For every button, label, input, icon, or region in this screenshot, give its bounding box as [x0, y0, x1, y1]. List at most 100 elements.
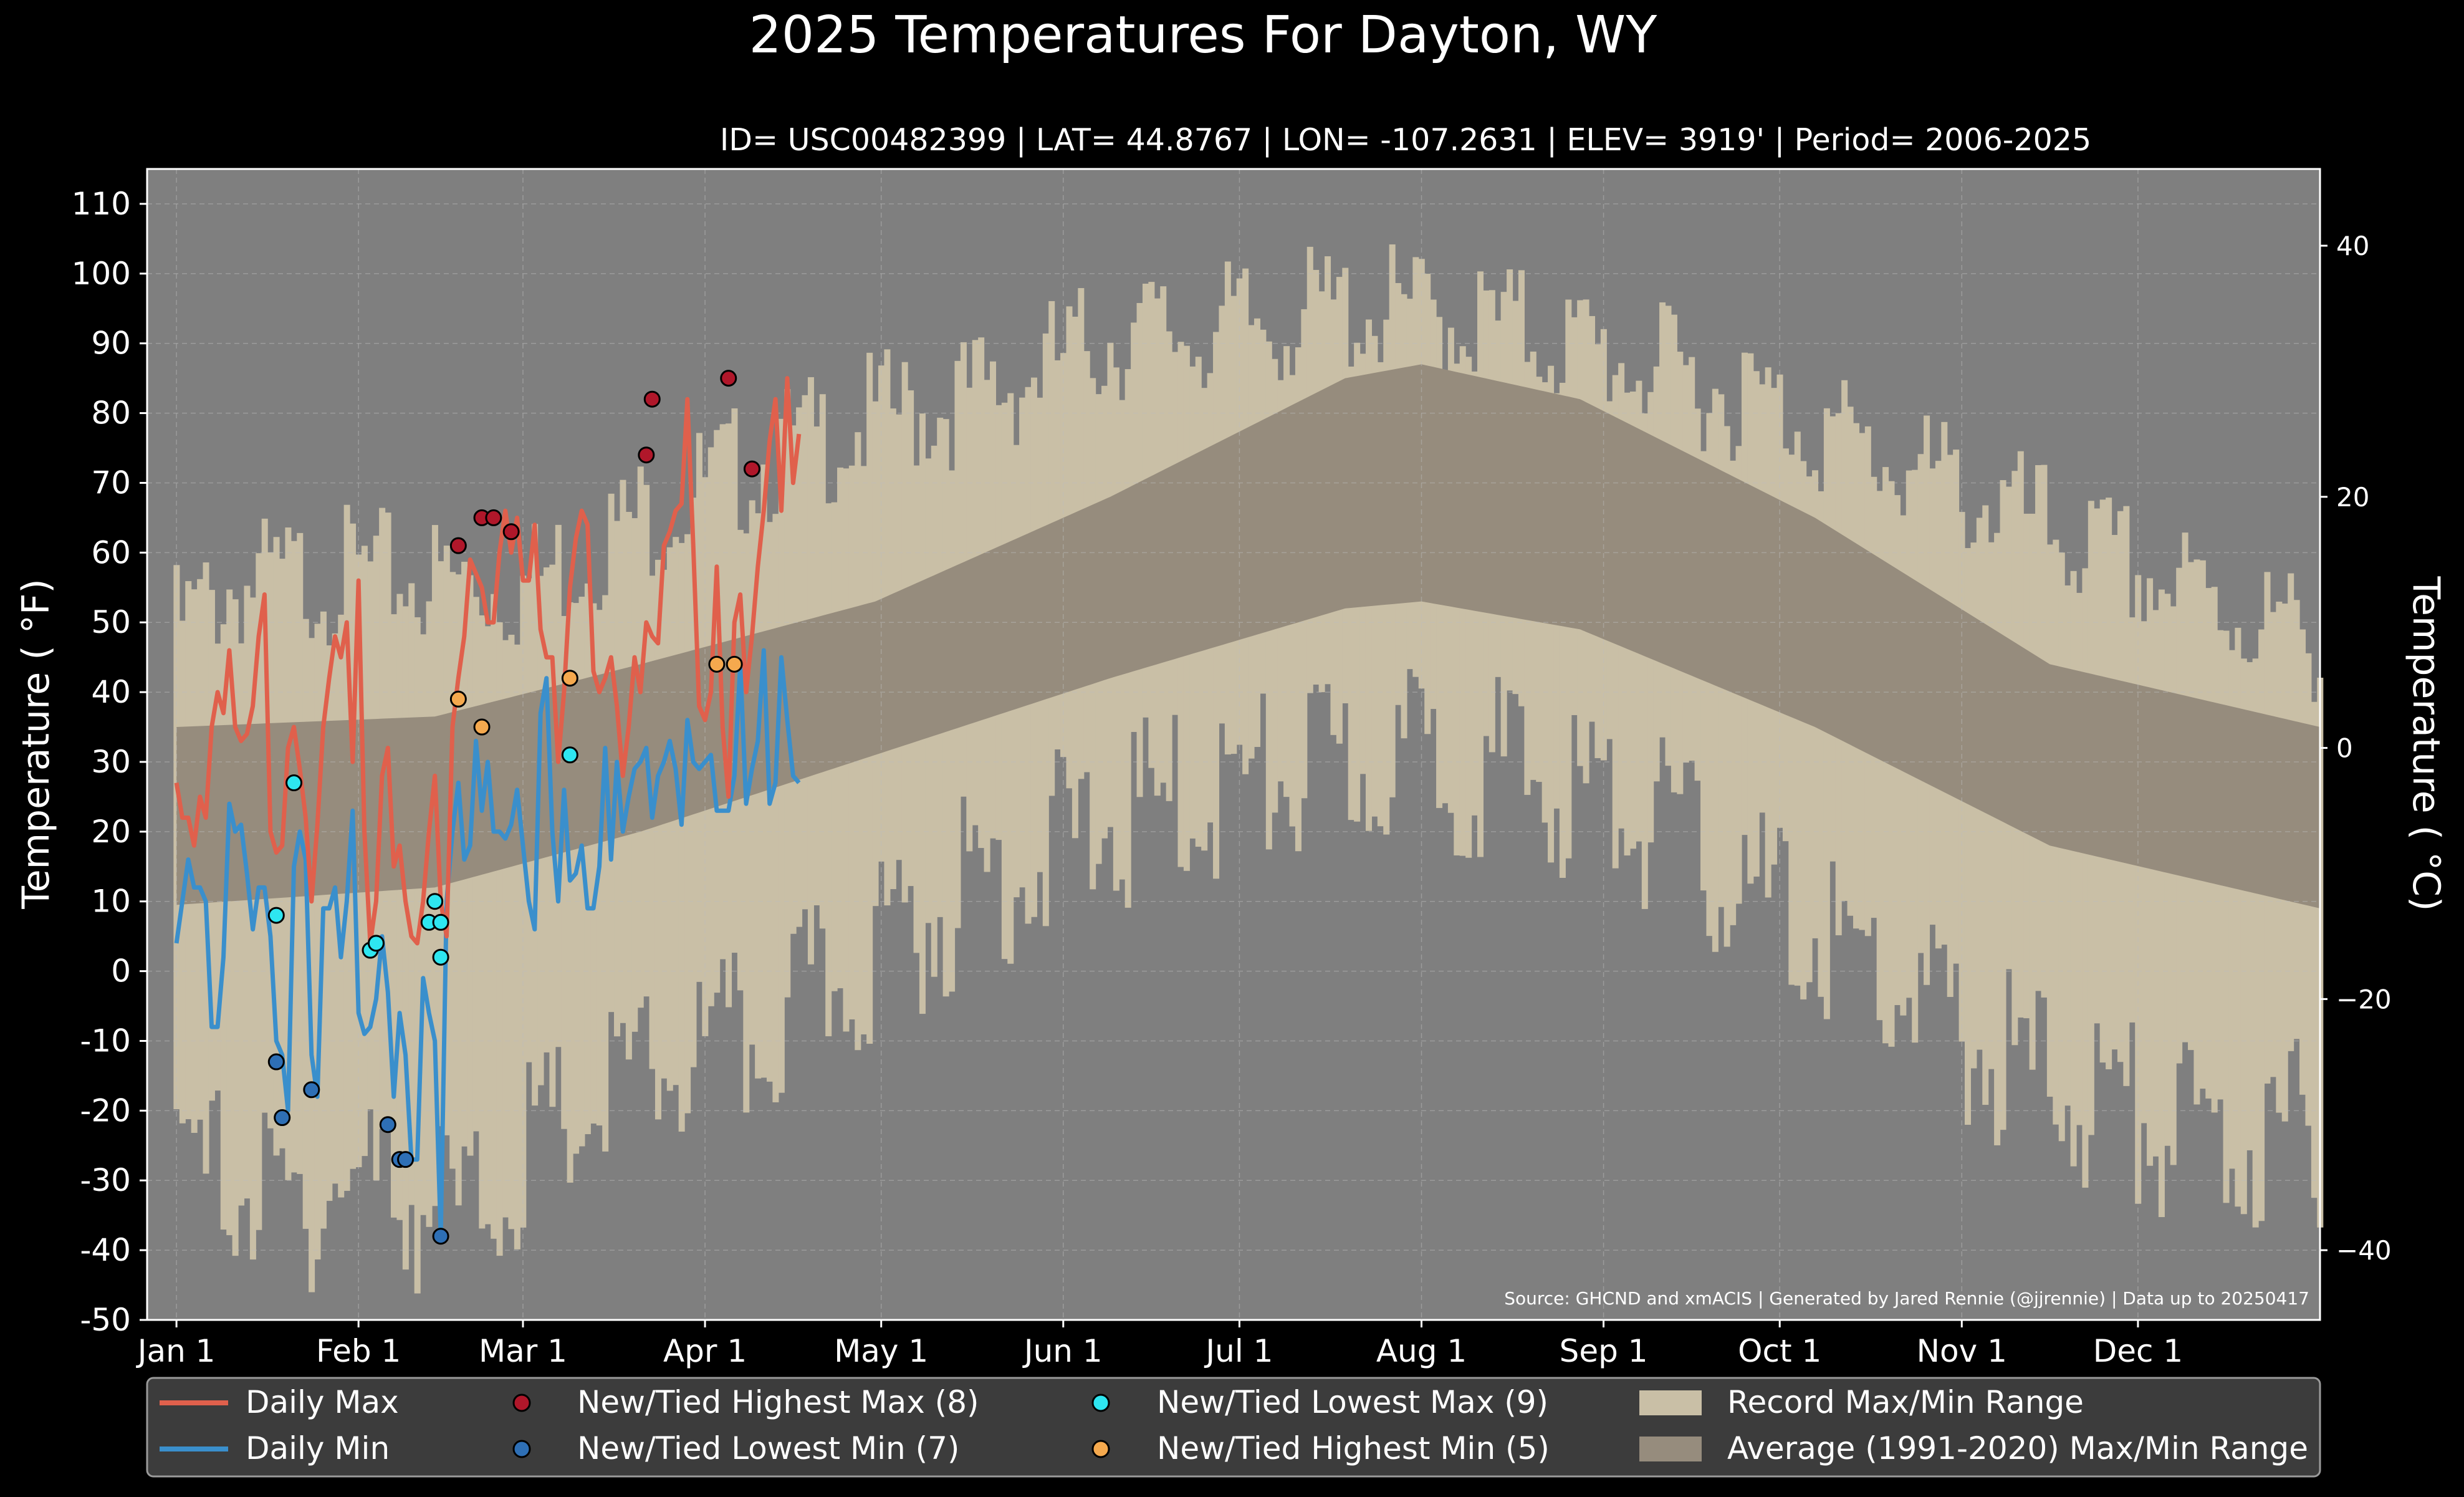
y-tick-label-left: 80	[91, 395, 131, 431]
record-range-bar	[2082, 568, 2089, 1188]
y-tick-label-right: 0	[2336, 733, 2353, 764]
record-range-bar	[2235, 627, 2241, 1207]
x-tick-label: Feb 1	[316, 1333, 401, 1369]
record-range-bar	[508, 635, 515, 1230]
y-tick-label-right: −20	[2336, 984, 2392, 1014]
record-range-bar	[2076, 592, 2083, 1125]
x-axis: Jan 1 Feb 1 Mar 1 Apr 1 May 1 Jun 1 Jul 1 Aug 1…	[136, 1320, 2183, 1369]
record-range-bar	[1818, 491, 1824, 997]
record-range-bar	[514, 644, 520, 1249]
y-tick-label-right: −40	[2336, 1235, 2392, 1266]
record-range-bar	[491, 594, 497, 1239]
new-low-min-marker	[274, 1109, 291, 1127]
new-low-max-marker	[267, 907, 285, 924]
record-range-bar	[2147, 578, 2154, 1166]
y-tick-label-left: 0	[111, 953, 131, 989]
chart-title: 2025 Temperatures For Dayton, WY	[749, 6, 1658, 65]
record-range-bar	[949, 470, 956, 992]
x-tick-label: Apr 1	[663, 1333, 747, 1369]
record-range-bar	[1806, 476, 1813, 983]
record-range-bar	[226, 589, 233, 1236]
legend-label-new-low-min: New/Tied Lowest Min (7)	[577, 1430, 959, 1466]
y-tick-label-left: 100	[72, 256, 131, 292]
record-range-bar	[2140, 621, 2147, 1124]
record-range-bar	[1800, 461, 1807, 999]
record-range-bar	[2258, 629, 2265, 1221]
legend-marker-new-low-min	[512, 1440, 531, 1458]
new-high-max-marker	[638, 446, 655, 464]
new-high-min-marker	[473, 718, 491, 736]
daily-max-line	[174, 376, 802, 946]
y-axis-label-right: Temperature ( °C)	[2404, 576, 2448, 912]
y-tick-label-left: 90	[91, 325, 131, 362]
new-low-max-marker	[367, 935, 385, 952]
plot-area	[146, 168, 2324, 1321]
record-range-bar	[2158, 589, 2165, 1218]
new-high-max-marker	[485, 509, 502, 526]
new-high-max-marker	[643, 390, 661, 408]
x-tick-label: Jan 1	[136, 1333, 216, 1369]
record-range-bar	[590, 603, 597, 1124]
legend-label-normal-range: Average (1991-2020) Max/Min Range	[1727, 1430, 2308, 1466]
new-low-min-marker	[267, 1053, 285, 1071]
legend-swatch-record-range	[1639, 1390, 1702, 1415]
legend-label-new-high-max: New/Tied Highest Max (8)	[577, 1384, 979, 1420]
record-range-bar	[772, 514, 779, 1102]
new-low-max-marker	[432, 913, 449, 931]
record-range-bar	[2170, 606, 2177, 1165]
new-high-max-marker	[743, 460, 760, 478]
record-range-bar	[2223, 630, 2230, 1203]
y-tick-label-right: 40	[2336, 231, 2369, 261]
legend-label-daily-min: Daily Min	[246, 1430, 390, 1466]
y-tick-label-left: -40	[80, 1232, 131, 1268]
new-high-min-marker	[449, 690, 467, 708]
legend-marker-new-high-max	[512, 1394, 531, 1412]
record-range-bar	[455, 574, 462, 1206]
legend-box	[146, 1377, 2321, 1478]
record-range-bar	[573, 603, 580, 1154]
record-range-bar	[567, 602, 573, 1183]
record-range-bar	[2311, 701, 2318, 1198]
record-range-bar	[2135, 575, 2142, 1204]
legend-label-record-range: Record Max/Min Range	[1727, 1384, 2084, 1420]
x-tick-label: Aug 1	[1376, 1333, 1467, 1369]
x-tick-label: Jun 1	[1022, 1333, 1103, 1369]
record-range-bar	[678, 542, 685, 1132]
record-range-bar	[2152, 610, 2159, 1157]
record-range-bar	[309, 638, 315, 1292]
x-tick-label: Sep 1	[1560, 1333, 1648, 1369]
record-range-bar	[2252, 658, 2259, 1228]
record-range-bar	[561, 615, 568, 1129]
new-low-min-marker	[303, 1081, 320, 1099]
legend-label-new-high-min: New/Tied Highest Min (5)	[1157, 1430, 1550, 1466]
new-high-max-marker	[502, 523, 520, 541]
record-range-bar	[584, 583, 591, 1135]
record-range-bar	[326, 645, 333, 1201]
record-range-bar	[1964, 548, 1972, 1125]
y-tick-label-left: 60	[91, 534, 131, 570]
record-range-bar	[2070, 570, 2077, 1167]
new-low-max-marker	[432, 948, 449, 966]
record-range-bar	[1454, 363, 1460, 855]
plot-frame	[146, 168, 2321, 1321]
record-range-bar	[484, 626, 491, 1225]
record-range-bar	[390, 614, 398, 1218]
y-tick-label-left: 10	[91, 883, 131, 920]
daily-min-line	[174, 648, 801, 1239]
y-tick-label-left: 20	[91, 814, 131, 850]
record-range-bar	[414, 617, 421, 1294]
x-tick-label: Jul 1	[1204, 1333, 1273, 1369]
legend: Daily Max Daily Min New/Tied Highest Max…	[146, 1377, 2321, 1478]
y-tick-label-left: -20	[80, 1092, 131, 1129]
record-range-bar	[2246, 662, 2253, 1150]
x-tick-label: Oct 1	[1738, 1333, 1821, 1369]
y-tick-label-left: -50	[80, 1302, 131, 1338]
new-low-min-marker	[379, 1116, 396, 1134]
new-high-max-marker	[720, 370, 737, 387]
record-range-bar	[578, 597, 585, 1147]
legend-swatch-normal-range	[1639, 1437, 1702, 1461]
record-range-bar	[1994, 532, 2001, 1145]
y-axis-label-left: Temperature ( °F)	[14, 579, 58, 910]
y-tick-label-left: -10	[80, 1023, 131, 1059]
